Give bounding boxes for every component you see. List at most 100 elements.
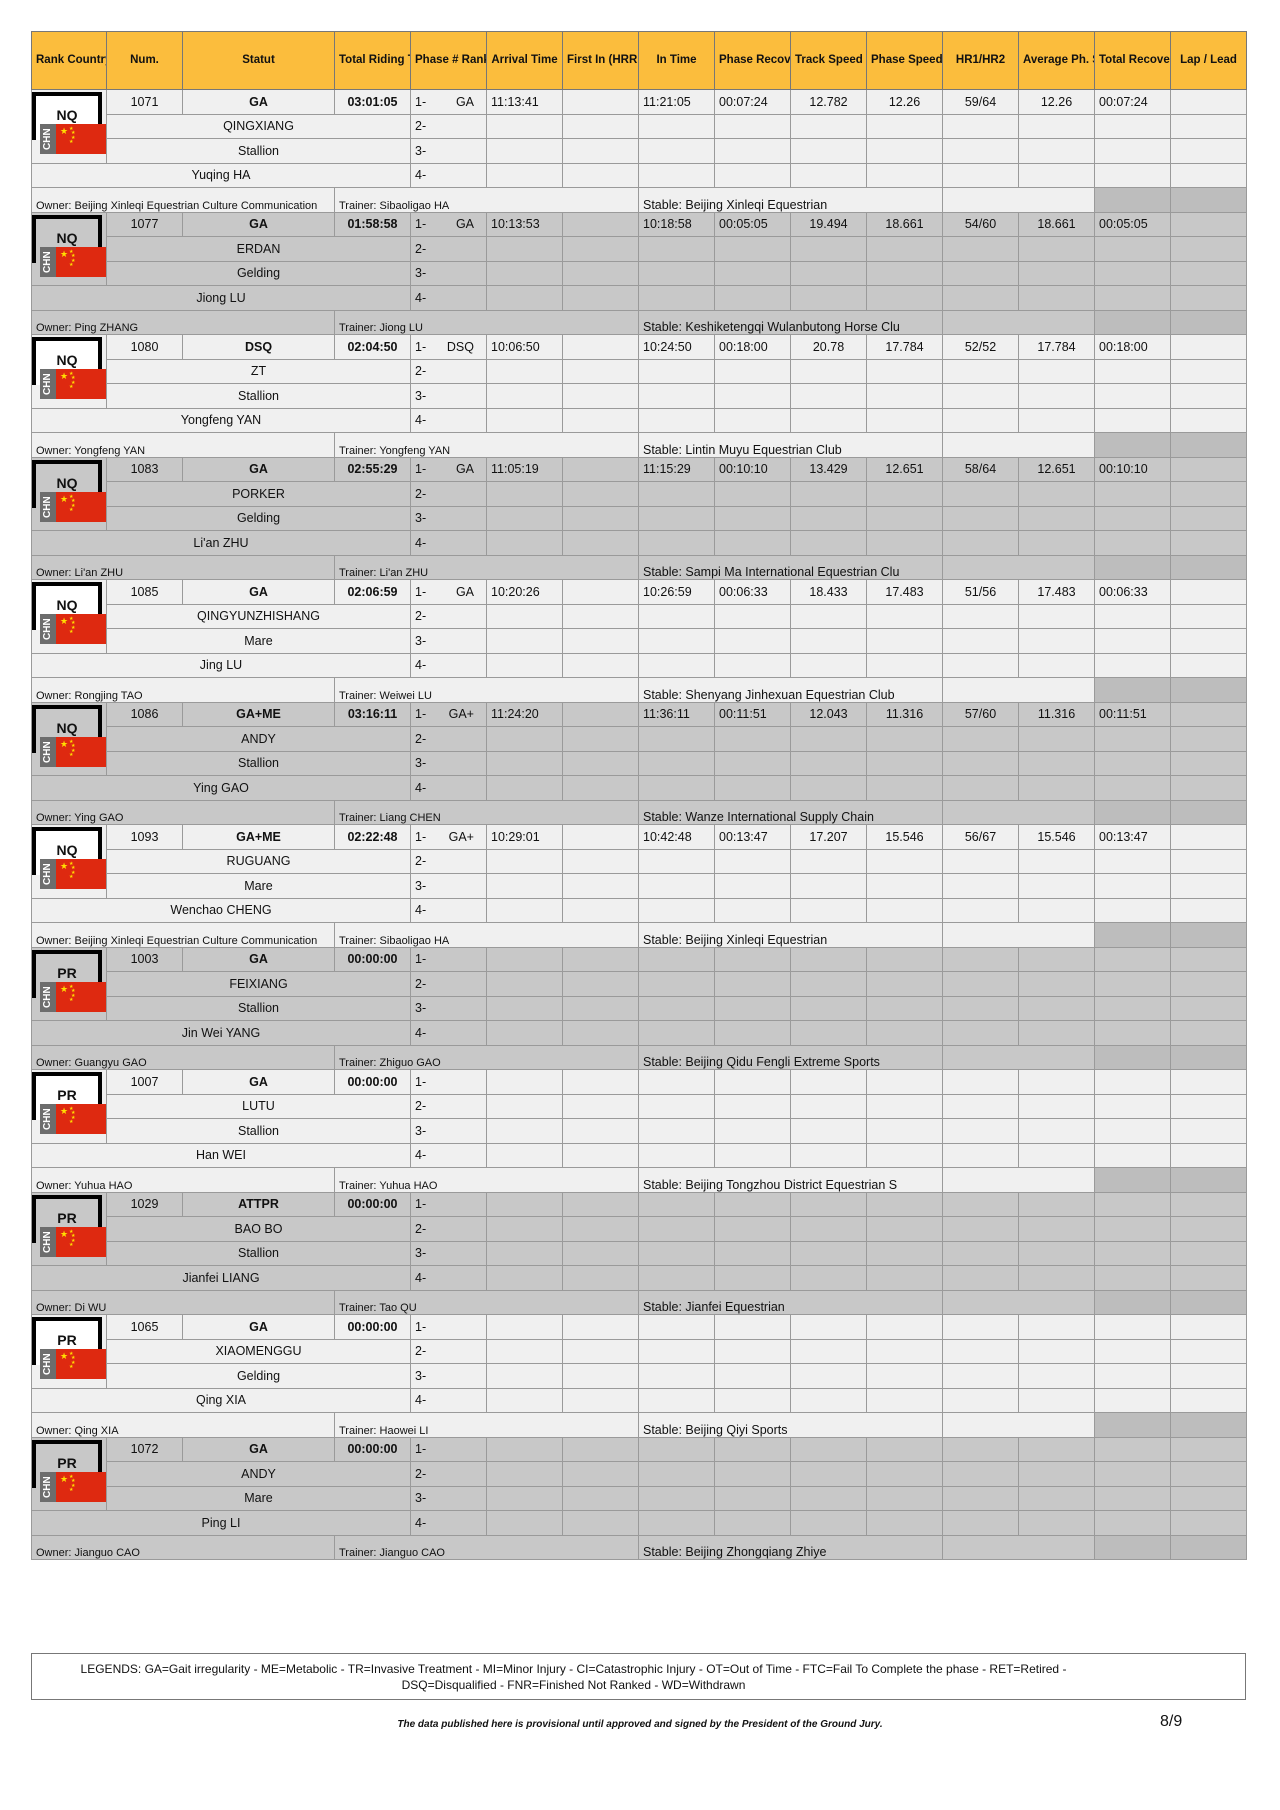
- phase-label: 3-: [410, 260, 487, 286]
- phase-rank: 1-: [410, 1436, 487, 1462]
- stable: Stable: Beijing Xinleqi Equestrian: [638, 187, 943, 213]
- empty-cell: [1094, 897, 1171, 923]
- empty-cell: [486, 1363, 563, 1389]
- empty-cell: [1018, 1020, 1095, 1046]
- rank-cell: NQ CHN ★ ★ ★ ★ ★: [31, 701, 107, 776]
- empty-cell: [1018, 260, 1095, 286]
- table-row: Gelding 3-: [32, 260, 1247, 286]
- entry-block: NQ CHN ★ ★ ★ ★ ★ 1093 GA+ME 02:22:48 1- GA+ 10:29:01…: [31, 824, 1247, 948]
- country-code: CHN: [40, 1104, 56, 1134]
- table-row: Gelding 3-: [32, 505, 1247, 531]
- empty-cell: [790, 873, 867, 899]
- empty-cell: [1170, 407, 1247, 433]
- phase-label: 1-: [415, 462, 427, 477]
- empty-cell: [942, 1265, 1019, 1291]
- empty-cell: [714, 897, 791, 923]
- phase-speed: 17.784: [866, 334, 943, 360]
- phase-label: 4-: [410, 530, 487, 556]
- empty-cell: [942, 750, 1019, 776]
- phase-speed: 12.26: [866, 89, 943, 115]
- horse-gender: Stallion: [106, 138, 411, 164]
- column-header: Num.: [106, 31, 183, 90]
- empty-cell: [486, 1387, 563, 1413]
- rank-cell: PR CHN ★ ★ ★ ★ ★: [31, 1314, 107, 1388]
- phase-label: 2-: [410, 1338, 487, 1364]
- empty-cell: [562, 1510, 639, 1536]
- empty-cell: [1170, 897, 1247, 923]
- empty-cell: [1094, 1485, 1171, 1511]
- bib-number: 1083: [106, 456, 183, 482]
- phase-recovery: 00:06:33: [714, 579, 791, 605]
- phase-speed: [866, 946, 943, 972]
- total-recovery: [1094, 1191, 1171, 1217]
- empty-cell: [942, 1216, 1019, 1242]
- avg-speed: 12.26: [1018, 89, 1095, 115]
- arrival: [486, 1314, 563, 1340]
- rank-cell: PR CHN ★ ★ ★ ★ ★: [31, 946, 107, 1021]
- first-in: [562, 1191, 639, 1217]
- table-row: NQ CHN ★ ★ ★ ★ ★ 1080 DSQ 02:04:50 1- DSQ 10:06:50 10…: [31, 334, 1247, 408]
- stable: Stable: Wanze International Supply Chain: [638, 799, 943, 825]
- empty-cell: [942, 1044, 1095, 1070]
- empty-cell: [866, 628, 943, 654]
- total-riding-time: 00:00:00: [334, 946, 411, 972]
- phase-label: 3-: [410, 1118, 487, 1144]
- empty-cell: [866, 530, 943, 556]
- phase-rank: 1- GA+: [410, 701, 487, 727]
- china-flag-icon: CHN ★ ★ ★ ★ ★: [40, 246, 106, 277]
- empty-cell: [866, 505, 943, 531]
- empty-cell: [1170, 1020, 1247, 1046]
- avg-speed: [1018, 1069, 1095, 1095]
- rider-name: Jianfei LIANG: [31, 1265, 411, 1291]
- empty-cell: [790, 1387, 867, 1413]
- empty-cell: [1094, 628, 1171, 654]
- empty-cell: [714, 1485, 791, 1511]
- empty-cell: [486, 628, 563, 654]
- hr: [942, 1069, 1019, 1095]
- first-in: [562, 1314, 639, 1340]
- total-recovery: 00:11:51: [1094, 701, 1171, 727]
- table-row: Jiong LU 4-: [31, 285, 1247, 311]
- empty-cell: [714, 481, 791, 507]
- lap-lead: [1170, 456, 1247, 482]
- empty-cell: [1170, 554, 1247, 580]
- empty-cell: [866, 481, 943, 507]
- empty-cell: [1018, 652, 1095, 678]
- first-in: [562, 211, 639, 237]
- table-row: Yuqing HA 4-: [31, 162, 1247, 188]
- empty-cell: [562, 1338, 639, 1364]
- empty-cell: [1018, 1216, 1095, 1242]
- stable: Stable: Keshiketengqi Wulanbutong Horse …: [638, 309, 943, 335]
- china-flag-icon: CHN ★ ★ ★ ★ ★: [40, 369, 106, 399]
- trainer: Trainer: Yuhua HAO: [334, 1167, 639, 1193]
- table-row: Wenchao CHENG 4-: [31, 897, 1247, 923]
- phase-rank: 1- GA: [410, 89, 487, 115]
- results-table: Rank Country Num. Statut Total Riding T. Pha…: [31, 31, 1247, 1560]
- statut: GA: [182, 456, 335, 482]
- hr: [942, 946, 1019, 972]
- owner-row: Owner: Ying GAO Trainer: Liang CHEN Stable…: [31, 799, 1247, 825]
- empty-cell: [638, 1118, 715, 1144]
- empty-cell: [1170, 848, 1247, 874]
- table-row: Mare 3-: [32, 873, 1247, 899]
- empty-cell: [562, 113, 639, 139]
- empty-cell: [486, 358, 563, 384]
- empty-cell: [638, 848, 715, 874]
- arrival: 10:29:01: [486, 824, 563, 850]
- empty-cell: [1170, 1534, 1247, 1560]
- empty-cell: [1018, 1142, 1095, 1168]
- avg-speed: [1018, 1191, 1095, 1217]
- empty-cell: [486, 1118, 563, 1144]
- phase-status: [474, 1442, 482, 1456]
- statut: GA+ME: [182, 701, 335, 727]
- country-code: CHN: [40, 614, 56, 644]
- empty-cell: [1018, 897, 1095, 923]
- empty-cell: [486, 1240, 563, 1266]
- trainer: Trainer: Li'an ZHU: [334, 554, 639, 580]
- arrival: [486, 1436, 563, 1462]
- first-in: [562, 456, 639, 482]
- stable: Stable: Beijing Qidu Fengli Extreme Spor…: [638, 1044, 943, 1070]
- china-flag-icon: CHN ★ ★ ★ ★ ★: [40, 1349, 106, 1379]
- total-riding-time: 03:01:05: [334, 89, 411, 115]
- trainer: Trainer: Zhiguo GAO: [334, 1044, 639, 1070]
